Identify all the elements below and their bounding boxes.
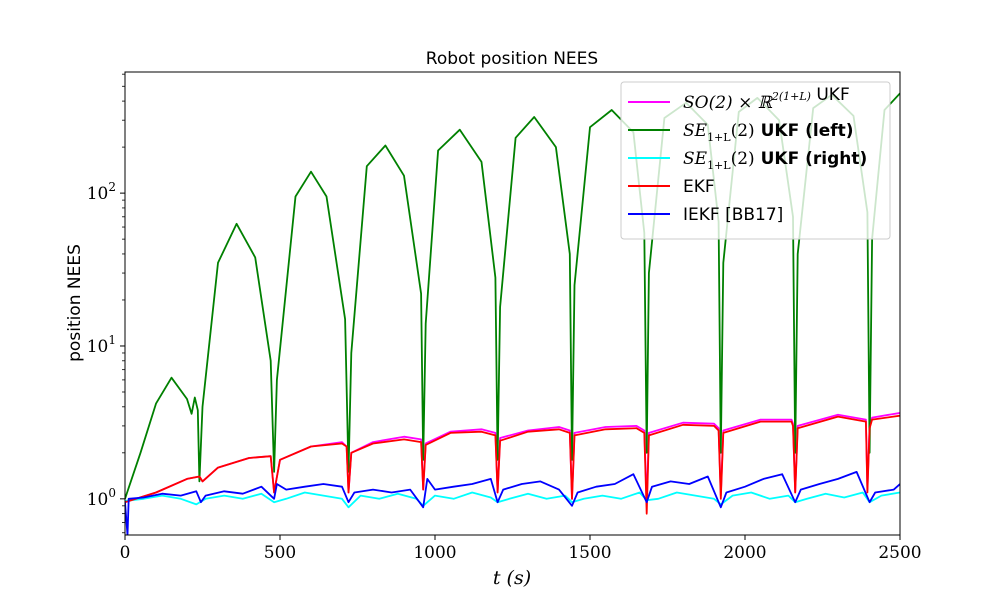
plot-frame [124, 71, 901, 536]
legend-math: SO(2) × ℝ [683, 93, 774, 113]
y-tick-exponent: 2 [108, 180, 116, 194]
x-tick-label: 1500 [568, 543, 611, 563]
y-axis-title: position NEES [65, 244, 85, 362]
legend-math-tail: (2) [731, 149, 755, 169]
legend-math-sub: 1+L [707, 159, 731, 172]
series-line-ekf [125, 414, 900, 515]
legend-box [620, 81, 891, 240]
x-axis: 0 500 1000 1500 2000 2500 [120, 535, 922, 563]
legend-text: EKF [683, 177, 715, 197]
legend-math: SE [683, 149, 708, 169]
legend-label-left: SE1+L(2) UKF (left) [683, 121, 854, 144]
legend-math-sub: 1+L [707, 131, 731, 144]
chart-title: Robot position NEES [426, 49, 598, 69]
y-tick-base: 10 [87, 337, 109, 357]
y-tick-label: 101 [87, 333, 116, 357]
y-tick-base: 10 [87, 490, 109, 510]
x-axis-label: t (s) [493, 567, 531, 589]
y-tick-label: 100 [87, 486, 116, 510]
y-tick-exponent: 0 [108, 486, 116, 500]
legend-label-right: SE1+L(2) UKF (right) [683, 149, 867, 172]
y-tick-label: 102 [87, 180, 116, 204]
legend-math: SE [683, 121, 708, 141]
legend-label-ekf: EKF [683, 177, 715, 197]
legend-bold: UKF (left) [755, 121, 854, 141]
x-tick-label: 500 [264, 543, 296, 563]
legend-text: IEKF [BB17] [683, 205, 783, 225]
legend-label-so2: SO(2) × ℝ2(1+L) UKF [683, 85, 850, 113]
plot-area [124, 71, 901, 536]
legend-math-sup: 2(1+L) [771, 90, 811, 103]
x-tick-label: 2500 [878, 543, 921, 563]
x-axis-title: t (s) [493, 567, 531, 589]
series-line-so2 [125, 412, 900, 504]
x-tick-label: 2000 [723, 543, 766, 563]
x-tick-label: 0 [120, 543, 131, 563]
legend-label-iekf: IEKF [BB17] [683, 205, 783, 225]
y-tick-exponent: 1 [108, 333, 116, 347]
series-line-iekf [125, 471, 900, 535]
legend-bold: UKF (right) [755, 149, 868, 169]
series-line-right [125, 491, 900, 509]
legend-suffix: UKF [811, 85, 850, 105]
legend-math-tail: (2) [731, 121, 755, 141]
x-tick-label: 1000 [413, 543, 456, 563]
y-tick-base: 10 [87, 184, 109, 204]
